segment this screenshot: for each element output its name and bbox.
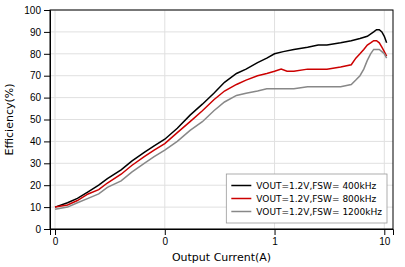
y-tick: 0 [35, 224, 50, 235]
x-tick: 0 [163, 229, 169, 247]
x-tick-mark [384, 229, 385, 235]
y-tick: 20 [30, 180, 50, 191]
legend-label: VOUT=1.2V,FSW= 800kHz [256, 194, 376, 204]
grid-line-y [50, 141, 393, 142]
legend-swatch [231, 211, 251, 213]
series-line [55, 30, 387, 207]
y-tick-mark [44, 185, 50, 186]
y-axis-line [44, 11, 51, 230]
x-tick-label: 10 [379, 236, 391, 247]
y-tick-label: 100 [24, 5, 41, 16]
x-tick-label: 0 [163, 236, 169, 247]
x-tick-mark [165, 229, 166, 235]
grid-line-y [50, 163, 393, 164]
grid-line-y [50, 119, 393, 120]
x-tick-label: 1 [272, 236, 278, 247]
y-tick-mark [44, 207, 50, 208]
y-tick-label: 80 [30, 49, 42, 60]
y-tick: 100 [24, 5, 50, 16]
x-tick: 10 [379, 229, 391, 247]
y-tick: 30 [30, 158, 50, 169]
x-tick: 0 [53, 229, 59, 247]
y-tick-label: 10 [30, 202, 42, 213]
x-axis-line [51, 230, 394, 236]
y-tick: 40 [30, 136, 50, 147]
y-tick: 50 [30, 114, 50, 125]
y-tick-mark [44, 76, 50, 77]
y-tick-label: 30 [30, 158, 42, 169]
y-tick: 70 [30, 70, 50, 81]
y-tick-mark [44, 120, 50, 121]
y-tick: 10 [30, 202, 50, 213]
x-tick-mark [275, 229, 276, 235]
chart: 001100102030405060708090100VOUT=1.2V,FSW… [0, 0, 405, 267]
x-axis: 0 0 1 10 [51, 229, 394, 247]
x-axis-title: Output Current(A) [172, 251, 271, 264]
y-tick-label: 60 [30, 92, 42, 103]
legend: VOUT=1.2V,FSW= 400kHz VOUT=1.2V,FSW= 800k… [226, 174, 387, 223]
legend-label: VOUT=1.2V,FSW= 400kHz [256, 181, 376, 191]
y-tick-mark [44, 54, 50, 55]
y-tick: 90 [30, 27, 50, 38]
x-tick-label: 0 [53, 236, 59, 247]
legend-label: VOUT=1.2V,FSW= 1200kHz [256, 207, 382, 217]
series-line [55, 41, 387, 207]
y-tick-label: 40 [30, 136, 42, 147]
y-axis: 0 10 20 30 40 50 60 70 80 90 100 [24, 5, 50, 235]
grid-line-y [50, 97, 393, 98]
grid-line-y [50, 53, 393, 54]
y-tick: 60 [30, 92, 50, 103]
lines [55, 30, 387, 210]
y-tick-label: 20 [30, 180, 42, 191]
y-tick-label: 0 [35, 224, 41, 235]
plot: 001100102030405060708090100VOUT=1.2V,FSW… [24, 5, 393, 247]
legend-swatch [231, 185, 251, 187]
grid [50, 10, 393, 229]
plot-frame [50, 10, 393, 229]
x-tick: 1 [272, 229, 278, 247]
y-tick-label: 90 [30, 27, 42, 38]
grid-line-y [50, 31, 393, 32]
y-tick-mark [44, 163, 50, 164]
grid-line-y [50, 75, 393, 76]
y-tick-mark [44, 32, 50, 33]
y-tick-label: 50 [30, 114, 42, 125]
x-tick-mark [55, 229, 56, 235]
legend-box [226, 174, 387, 223]
series-line [55, 49, 387, 209]
y-tick-label: 70 [30, 70, 42, 81]
y-tick: 80 [30, 49, 50, 60]
legend-swatch [231, 198, 251, 200]
y-tick-mark [44, 141, 50, 142]
y-tick-mark [44, 98, 50, 99]
y-tick-mark [44, 229, 50, 230]
y-tick-mark [44, 10, 50, 11]
y-axis-title: Efficiency(%) [3, 83, 16, 155]
